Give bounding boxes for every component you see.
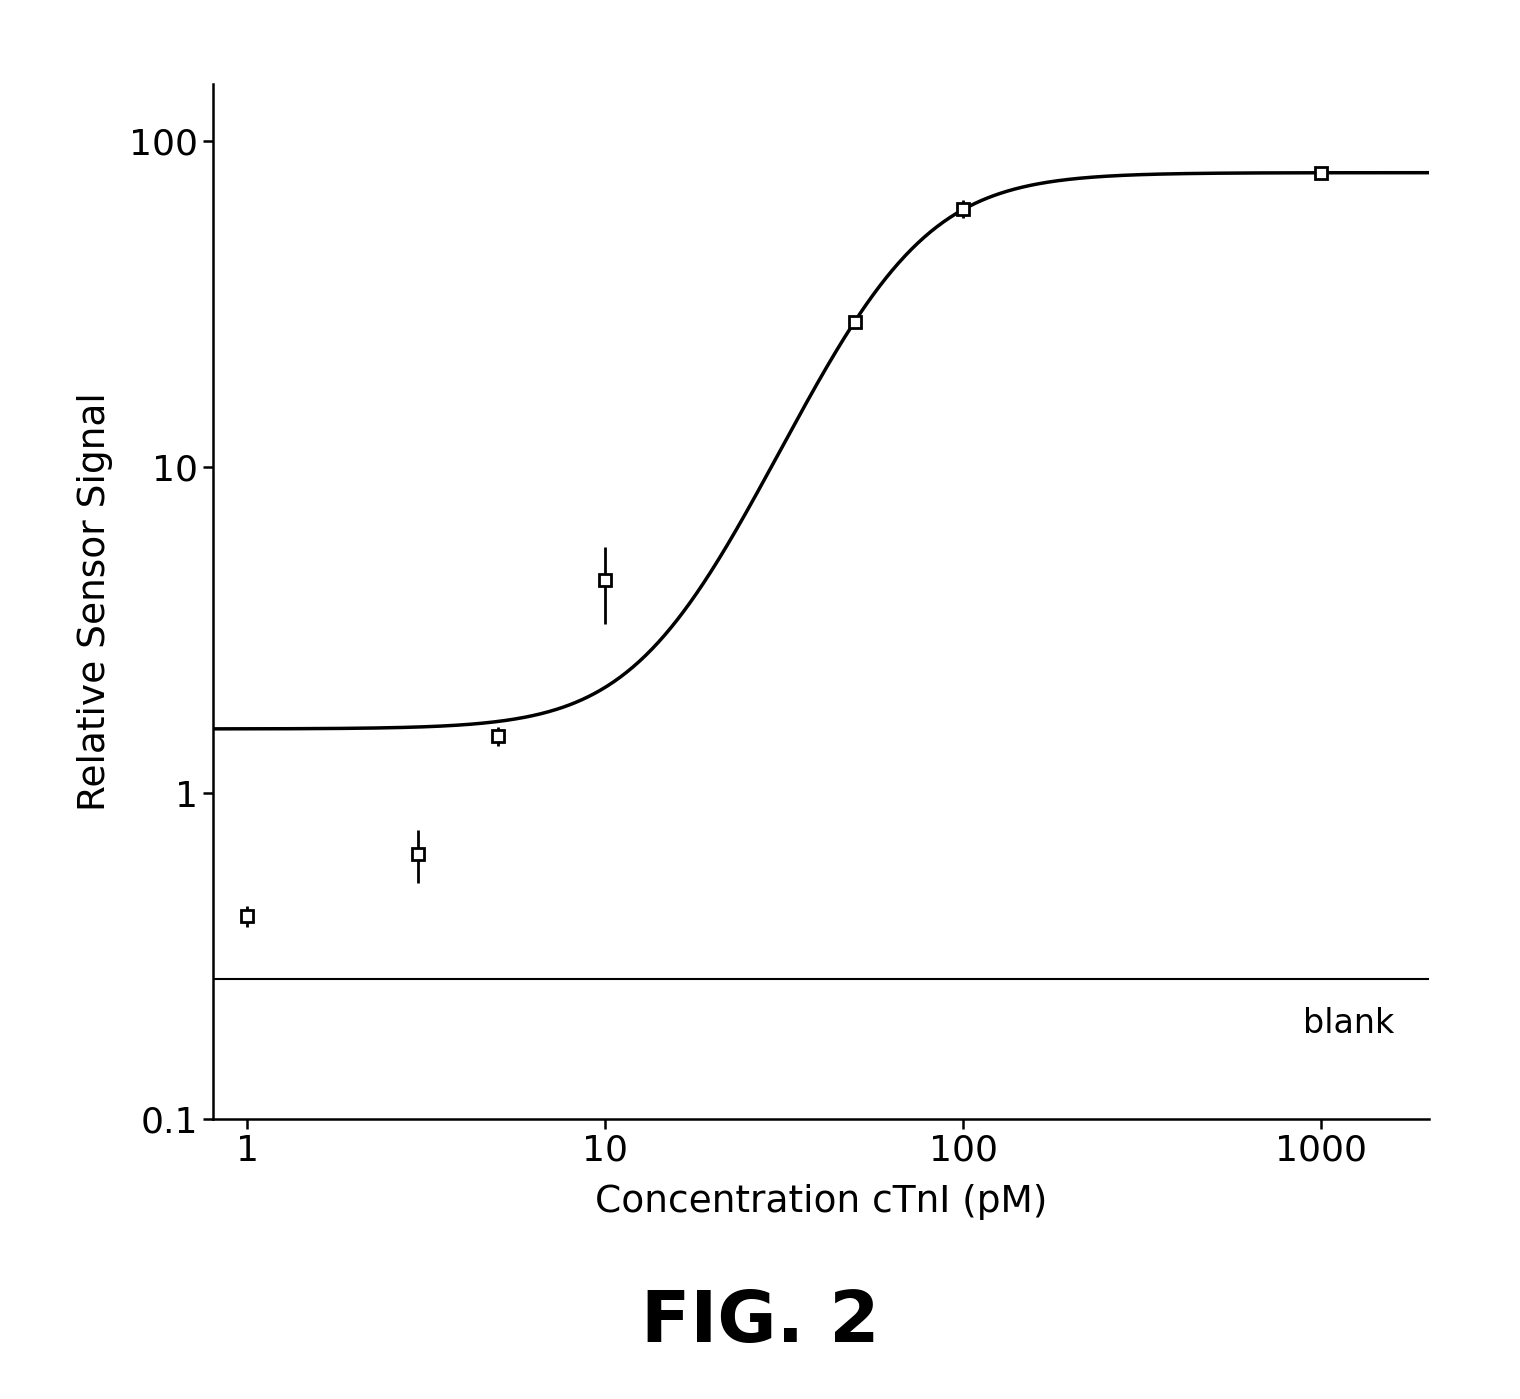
Text: FIG. 2: FIG. 2 bbox=[641, 1287, 879, 1357]
Text: blank: blank bbox=[1303, 1007, 1394, 1039]
Y-axis label: Relative Sensor Signal: Relative Sensor Signal bbox=[76, 392, 112, 811]
X-axis label: Concentration cTnI (pM): Concentration cTnI (pM) bbox=[594, 1185, 1047, 1220]
